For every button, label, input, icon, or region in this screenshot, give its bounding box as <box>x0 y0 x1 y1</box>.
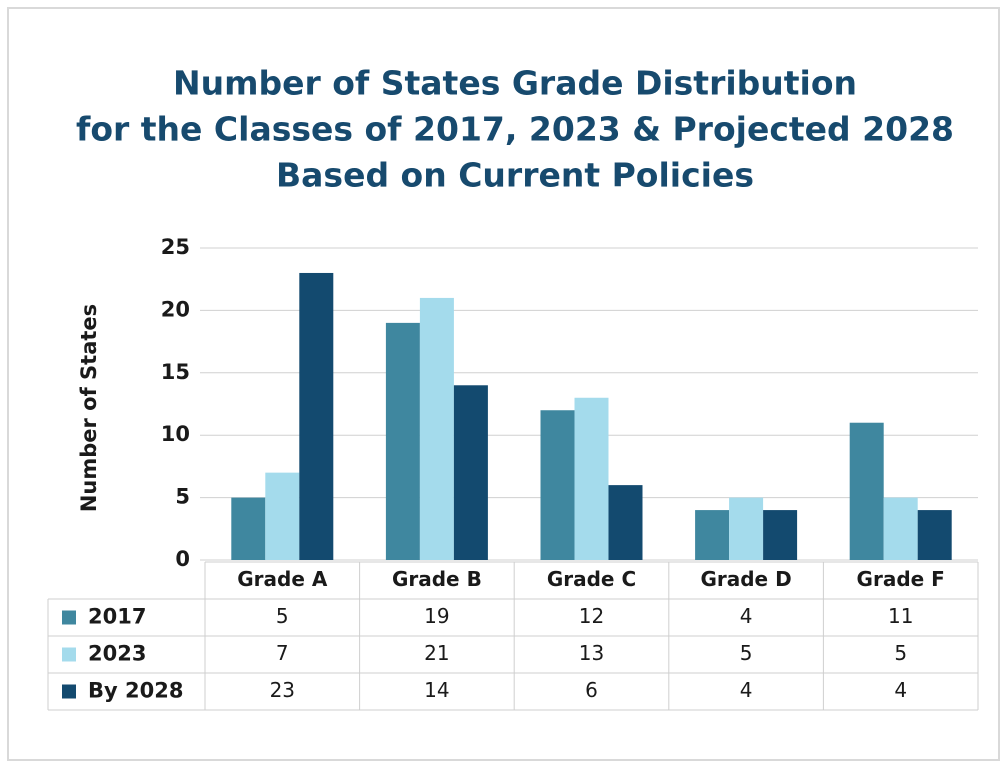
table-cell: 14 <box>424 678 449 702</box>
y-tick-label: 20 <box>161 297 190 321</box>
legend-label: By 2028 <box>88 679 183 703</box>
table-cell: 4 <box>740 604 753 628</box>
table-cell: 4 <box>740 678 753 702</box>
table-cell: 5 <box>276 604 289 628</box>
table-cell: 11 <box>888 604 913 628</box>
table-cell: 4 <box>894 678 907 702</box>
bar <box>231 497 266 560</box>
bar <box>695 510 730 560</box>
table-cell: 19 <box>424 604 449 628</box>
table-cell: 6 <box>585 678 598 702</box>
bar <box>729 497 764 560</box>
bar <box>540 410 575 560</box>
bar <box>849 422 884 560</box>
legend-swatch <box>62 647 76 662</box>
bar <box>419 297 454 560</box>
y-tick-label: 15 <box>161 360 190 384</box>
table-cell: 7 <box>276 641 289 665</box>
y-tick-label: 25 <box>161 235 190 259</box>
y-tick-label: 10 <box>161 422 190 446</box>
bar <box>608 485 643 560</box>
y-tick-label: 0 <box>175 547 190 571</box>
bar <box>385 322 420 560</box>
legend-label: 2023 <box>88 642 146 666</box>
table-cell: 12 <box>579 604 604 628</box>
bar <box>574 397 609 560</box>
table-cell: 21 <box>424 641 449 665</box>
bar <box>453 385 488 560</box>
y-axis-label: Number of States <box>77 304 101 512</box>
legend-swatch <box>62 610 76 625</box>
frame <box>7 7 1000 761</box>
x-tick-label: Grade C <box>547 567 636 591</box>
x-tick-label: Grade B <box>392 567 482 591</box>
bar <box>265 472 300 560</box>
x-tick-label: Grade F <box>857 567 945 591</box>
bar <box>763 510 798 560</box>
chart-title: Number of States Grade Distribution <box>173 64 857 103</box>
legend-label: 2017 <box>88 605 146 629</box>
x-tick-label: Grade A <box>237 567 328 591</box>
chart-title: Based on Current Policies <box>276 156 754 195</box>
table-cell: 5 <box>740 641 753 665</box>
table-cell: 5 <box>894 641 907 665</box>
chart-title: for the Classes of 2017, 2023 & Projecte… <box>76 110 954 149</box>
y-tick-label: 5 <box>175 485 190 509</box>
table-cell: 13 <box>579 641 604 665</box>
x-tick-label: Grade D <box>700 567 791 591</box>
bar <box>883 497 918 560</box>
legend-swatch <box>62 684 76 699</box>
bar <box>917 510 952 560</box>
bar <box>299 272 334 560</box>
table-cell: 23 <box>270 678 295 702</box>
